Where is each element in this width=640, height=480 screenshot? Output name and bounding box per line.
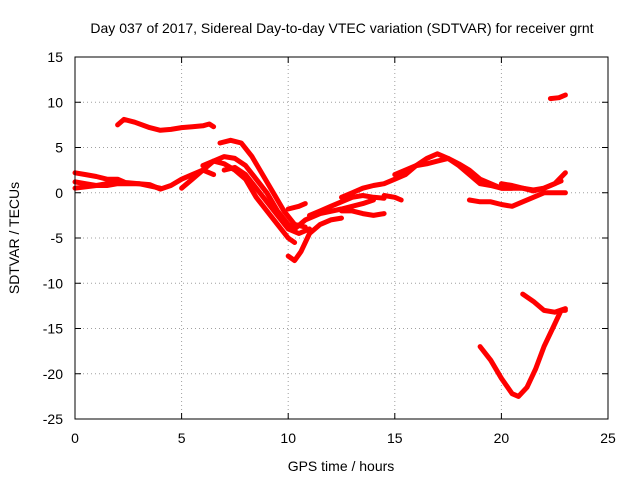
series-track-08 bbox=[200, 158, 298, 245]
series-track-18 bbox=[547, 92, 568, 102]
y-tick-label: 5 bbox=[55, 140, 63, 156]
y-tick-label: 15 bbox=[47, 49, 63, 65]
series-track-16 bbox=[466, 190, 568, 209]
x-tick-label: 5 bbox=[178, 430, 186, 446]
x-tick-label: 20 bbox=[494, 430, 510, 446]
x-tick-label: 15 bbox=[387, 430, 403, 446]
series-track-10 bbox=[285, 201, 308, 212]
x-tick-labels: 0 5 10 15 20 25 bbox=[71, 430, 616, 446]
x-tick-label: 0 bbox=[71, 430, 79, 446]
data-series bbox=[72, 92, 568, 399]
y-tick-label: 0 bbox=[55, 185, 63, 201]
series-track-04 bbox=[115, 116, 217, 133]
x-tick-label: 10 bbox=[280, 430, 296, 446]
series-track-20 bbox=[520, 291, 568, 315]
series-track-07 bbox=[221, 164, 312, 236]
y-tick-label: -20 bbox=[43, 366, 63, 382]
series-track-17 bbox=[498, 178, 564, 193]
series-track-06 bbox=[217, 137, 308, 230]
series-track-12 bbox=[339, 208, 387, 218]
y-axis-label: SDTVAR / TECUs bbox=[6, 182, 22, 294]
y-tick-labels: 15 10 5 0 -5 -10 -15 -20 -25 bbox=[43, 49, 63, 427]
x-axis-label: GPS time / hours bbox=[288, 458, 395, 474]
y-tick-label: -5 bbox=[51, 230, 64, 246]
x-tick-label: 25 bbox=[600, 430, 616, 446]
y-tick-label: -10 bbox=[43, 275, 63, 291]
series-track-15 bbox=[381, 193, 404, 203]
y-tick-label: 10 bbox=[47, 94, 63, 110]
series-track-11 bbox=[307, 193, 387, 218]
y-tick-label: -25 bbox=[43, 411, 63, 427]
series-track-13 bbox=[339, 151, 515, 200]
chart-title: Day 037 of 2017, Sidereal Day-to-day VTE… bbox=[90, 20, 593, 36]
series-track-19 bbox=[477, 307, 568, 399]
series-track-03 bbox=[72, 179, 163, 191]
y-tick-label: -15 bbox=[43, 321, 63, 337]
series-track-09 bbox=[285, 215, 344, 264]
axis-ticks bbox=[74, 56, 609, 420]
